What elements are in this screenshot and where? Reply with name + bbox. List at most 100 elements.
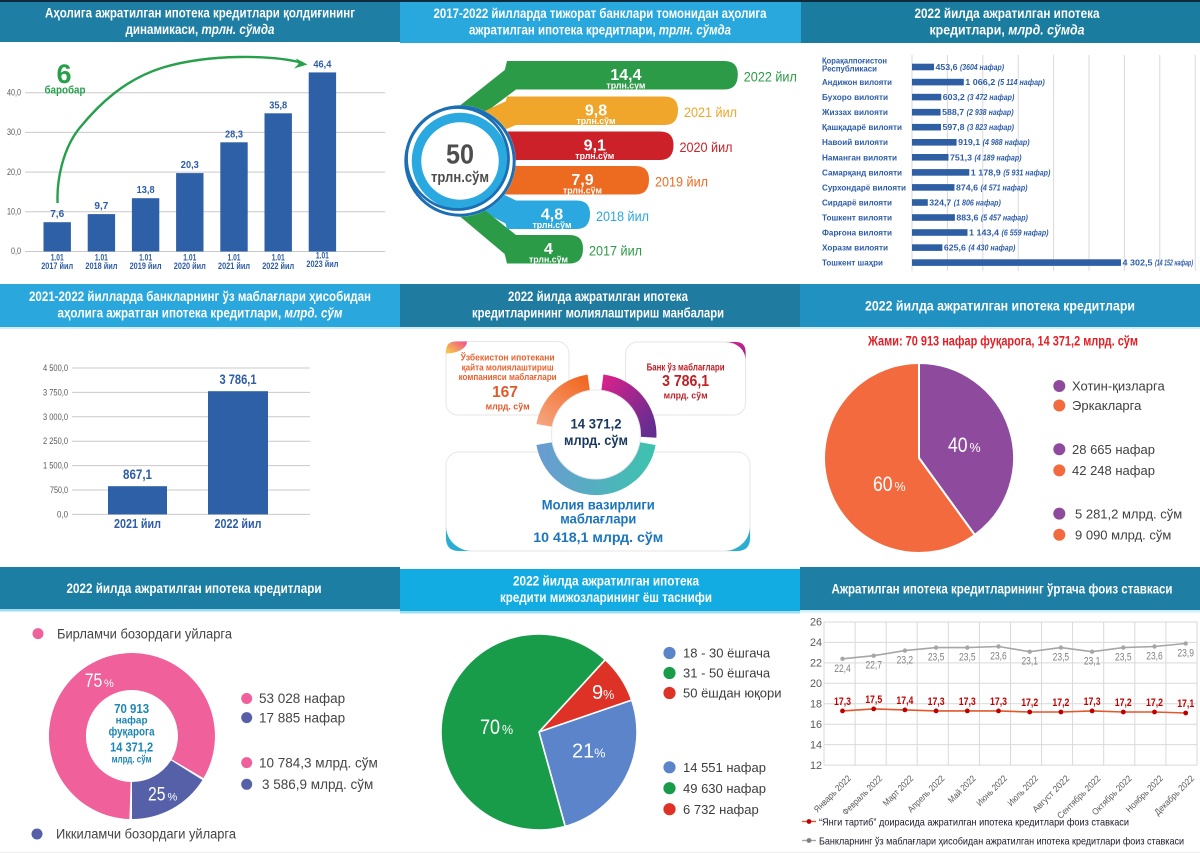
svg-text:0,0: 0,0: [57, 509, 68, 519]
svg-text:кредитларининг молиялаштириш м: кредитларининг молиялаштириш манбалари: [472, 305, 724, 320]
svg-text:17 885 нафар: 17 885 нафар: [259, 710, 345, 725]
svg-text:24: 24: [810, 637, 822, 649]
svg-text:Жиззах вилояти: Жиззах вилояти: [821, 108, 888, 117]
svg-text:трлн.сум: трлн.сум: [606, 81, 645, 91]
svg-text:7,6: 7,6: [50, 208, 64, 220]
svg-text:Сурхондарё вилояти: Сурхондарё вилояти: [822, 183, 906, 192]
svg-text:751,3(4 189 нафар): 751,3 (4 189 нафар): [950, 152, 1022, 162]
svg-text:3 786,1: 3 786,1: [662, 373, 709, 390]
svg-text:4,8: 4,8: [541, 207, 563, 224]
svg-text:625,6(4 430 нафар): 625,6 (4 430 нафар): [944, 243, 1016, 253]
svg-text:167: 167: [492, 384, 518, 401]
svg-text:1.01: 1.01: [272, 253, 285, 264]
svg-text:1 066,2(5 114 нафар): 1 066,2 (5 114 нафар): [965, 77, 1045, 87]
svg-text:Навоий вилояти: Навоий вилояти: [822, 138, 888, 147]
svg-text:Сирдарё вилояти: Сирдарё вилояти: [822, 199, 892, 208]
svg-text:23,1: 23,1: [1021, 656, 1037, 668]
svg-text:14 371,2: 14 371,2: [571, 417, 622, 432]
svg-text:14 551 нафар: 14 551 нафар: [683, 760, 766, 775]
svg-text:фуқарога: фуқарога: [109, 727, 156, 739]
svg-text:3 586,9 млрд. сўм: 3 586,9 млрд. сўм: [262, 777, 373, 792]
svg-text:17,2: 17,2: [1115, 697, 1132, 709]
svg-text:1 178,9(5 931 нафар): 1 178,9 (5 931 нафар): [971, 167, 1051, 177]
svg-text:Андижон вилояти: Андижон вилояти: [822, 78, 892, 87]
svg-text:Май 2022: Май 2022: [946, 773, 978, 805]
svg-text:%: %: [104, 678, 114, 690]
svg-text:23,1: 23,1: [1084, 656, 1101, 668]
svg-text:14: 14: [810, 739, 822, 751]
svg-text:трлн.сўм: трлн.сўм: [529, 255, 568, 265]
svg-text:2021 йил: 2021 йил: [684, 104, 737, 120]
svg-text:2022 йилда ажратилган ипотека: 2022 йилда ажратилган ипотека кредитлари: [67, 581, 322, 596]
svg-text:1.01: 1.01: [183, 253, 196, 264]
svg-text:Қорақалпоғистон: Қорақалпоғистон: [822, 56, 887, 65]
svg-text:23,5: 23,5: [1053, 652, 1070, 664]
svg-text:17,3: 17,3: [990, 696, 1007, 708]
svg-text:2021 йил: 2021 йил: [218, 261, 250, 272]
svg-text:4: 4: [544, 241, 553, 258]
svg-text:17,3: 17,3: [834, 696, 851, 708]
svg-text:Бирламчи бозордаги уйларга: Бирламчи бозордаги уйларга: [57, 626, 232, 641]
svg-text:17,4: 17,4: [896, 695, 914, 707]
svg-text:750,0: 750,0: [50, 485, 68, 495]
svg-text:867,1: 867,1: [123, 467, 152, 482]
svg-text:25: 25: [148, 785, 166, 806]
svg-text:%: %: [895, 480, 906, 494]
svg-text:2023 йил: 2023 йил: [306, 259, 338, 270]
svg-text:20: 20: [810, 678, 822, 690]
svg-text:20,3: 20,3: [181, 159, 199, 171]
svg-text:23,5: 23,5: [959, 652, 976, 664]
svg-text:Фарғона вилояти: Фарғона вилояти: [822, 229, 892, 238]
svg-text:50 ёшдан юқори: 50 ёшдан юқори: [683, 686, 782, 701]
svg-text:9,1: 9,1: [584, 138, 606, 155]
svg-text:883,6(5 457 нафар): 883,6 (5 457 нафар): [956, 213, 1028, 223]
svg-text:60: 60: [873, 473, 893, 496]
svg-text:10 784,3 млрд. сўм: 10 784,3 млрд. сўм: [259, 755, 378, 770]
svg-text:Жами: 70 913 нафар фуқарога, 1: Жами: 70 913 нафар фуқарога, 14 371,2 мл…: [867, 334, 1138, 349]
svg-text:2019 йил: 2019 йил: [655, 174, 708, 190]
svg-text:4 500,0: 4 500,0: [43, 363, 68, 373]
svg-text:874,6(4 571 нафар): 874,6 (4 571 нафар): [956, 182, 1028, 192]
svg-text:млрд. сўм: млрд. сўм: [664, 391, 708, 402]
svg-text:2021 йил: 2021 йил: [114, 517, 161, 531]
svg-text:Бухоро вилояти: Бухоро вилояти: [822, 93, 888, 102]
svg-text:597,8(3 823 нафар): 597,8 (3 823 нафар): [943, 122, 1015, 132]
svg-text:28,3: 28,3: [225, 128, 243, 140]
svg-text:динамикаси, трлн. сўмда: динамикаси, трлн. сўмда: [126, 22, 275, 37]
svg-text:603,2(3 472 нафар): 603,2 (3 472 нафар): [943, 92, 1015, 102]
svg-text:трлн.сўм: трлн.сўм: [577, 116, 616, 126]
svg-text:1.01: 1.01: [316, 251, 329, 262]
svg-text:14,4: 14,4: [610, 67, 641, 84]
svg-text:2022 йил: 2022 йил: [262, 261, 294, 272]
svg-text:2017 йил: 2017 йил: [41, 261, 73, 272]
svg-text:Ўзбекистон ипотекани: Ўзбекистон ипотекани: [460, 352, 555, 364]
svg-text:Июнь 2022: Июнь 2022: [974, 773, 1009, 808]
svg-text:40: 40: [948, 434, 968, 457]
svg-text:Аҳолига ажратилган ипотека кре: Аҳолига ажратилган ипотека кредитлари қо…: [45, 6, 355, 21]
svg-text:23,5: 23,5: [1115, 652, 1132, 664]
svg-text:22,7: 22,7: [865, 660, 882, 672]
svg-text:26: 26: [810, 617, 822, 629]
svg-text:қайта молиялаштириш: қайта молиялаштириш: [462, 363, 554, 374]
svg-text:трлн.сўм: трлн.сўм: [563, 186, 602, 196]
svg-text:17,3: 17,3: [959, 696, 976, 708]
svg-text:1.01: 1.01: [228, 253, 241, 264]
svg-text:1.01: 1.01: [139, 253, 152, 264]
svg-text:баробар: баробар: [45, 85, 86, 97]
svg-text:Эркакларга: Эркакларга: [1072, 398, 1142, 413]
svg-text:Тошкент вилояти: Тошкент вилояти: [822, 214, 892, 223]
svg-text:18 - 30 ёшгача: 18 - 30 ёшгача: [683, 646, 771, 661]
svg-text:1 143,4(6 559 нафар): 1 143,4 (6 559 нафар): [969, 228, 1049, 238]
svg-text:3 786,1: 3 786,1: [220, 372, 257, 387]
svg-text:2021-2022 йилларда банкларнинг: 2021-2022 йилларда банкларнинг ўз маблағ…: [29, 289, 371, 304]
svg-text:%: %: [502, 723, 513, 737]
svg-text:21%: 21%: [572, 741, 605, 763]
svg-text:ажратилган ипотека кредитлари,: ажратилган ипотека кредитлари, трлн. сўм…: [469, 22, 731, 37]
svg-text:588,7(2 938 нафар): 588,7 (2 938 нафар): [942, 107, 1014, 117]
svg-text:46,4: 46,4: [313, 58, 331, 70]
svg-text:18: 18: [810, 699, 822, 711]
svg-text:9,7: 9,7: [94, 200, 108, 212]
svg-text:1.01: 1.01: [51, 253, 64, 264]
svg-text:Ажратилган ипотека кредитларин: Ажратилган ипотека кредитларининг ўртача…: [832, 581, 1173, 596]
svg-text:6 732 нафар: 6 732 нафар: [683, 802, 759, 817]
